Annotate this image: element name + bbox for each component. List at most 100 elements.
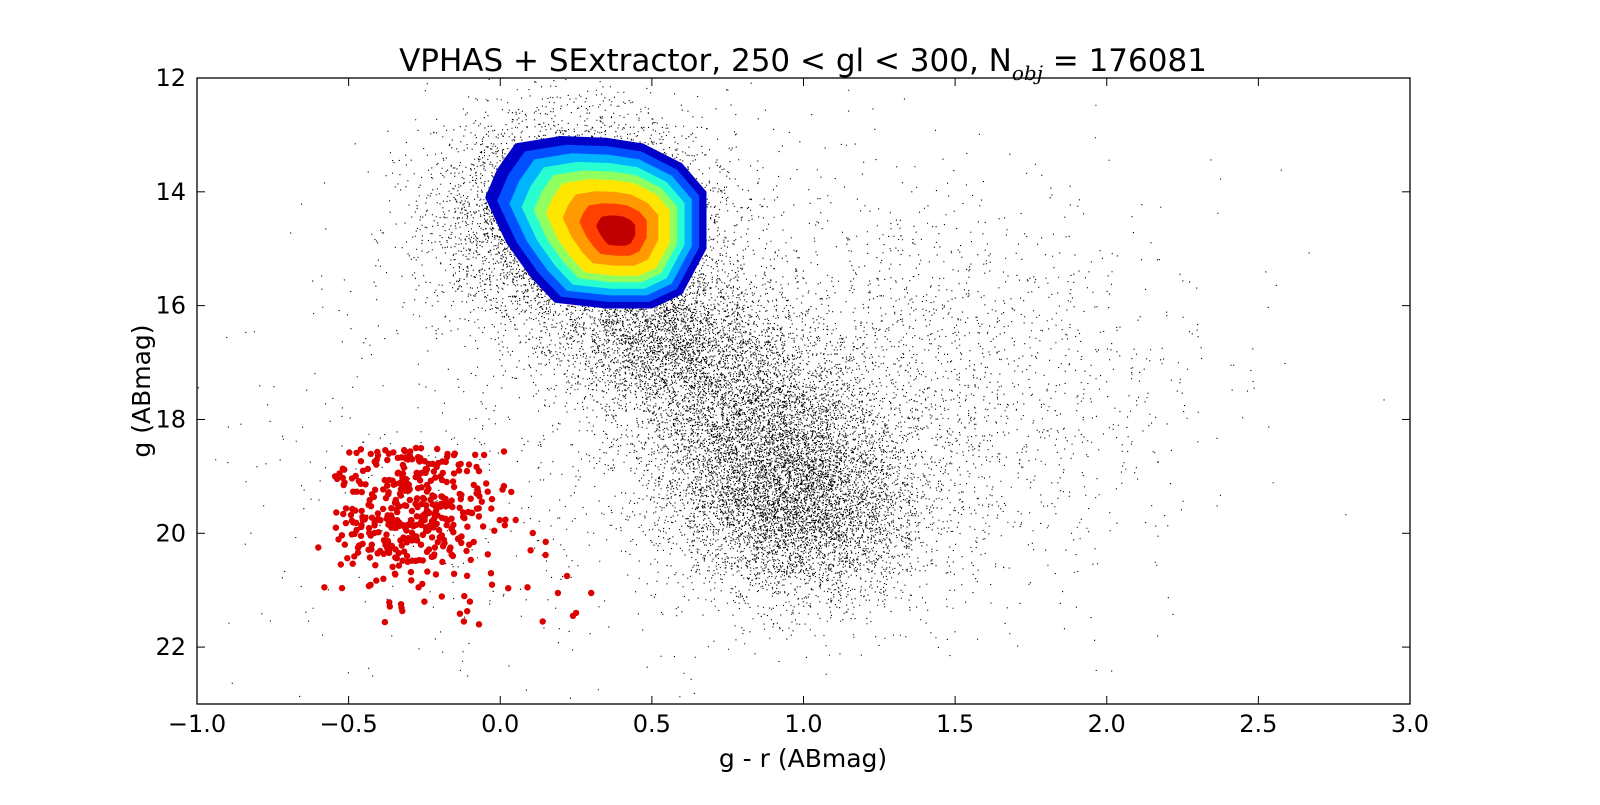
highlight-point <box>347 511 355 519</box>
highlight-point <box>393 506 400 513</box>
highlight-point <box>380 575 387 582</box>
highlight-point <box>362 514 369 521</box>
highlight-point <box>439 558 446 566</box>
highlight-point <box>401 446 408 454</box>
highlight-point <box>354 549 362 556</box>
highlight-point <box>408 456 416 463</box>
highlight-point <box>447 544 454 551</box>
highlight-point <box>480 451 488 459</box>
highlight-point <box>399 607 406 615</box>
y-tick-label: 16 <box>155 292 186 320</box>
highlight-point <box>416 477 424 484</box>
x-tick-label: −0.5 <box>319 710 377 738</box>
highlight-point <box>470 481 477 489</box>
highlight-point <box>400 535 407 542</box>
highlight-point <box>434 445 441 453</box>
highlight-point <box>394 454 402 461</box>
highlight-point <box>483 480 490 487</box>
highlight-point <box>450 483 458 491</box>
highlight-point <box>500 448 508 455</box>
highlight-point <box>484 488 491 495</box>
highlight-point <box>399 557 406 564</box>
chart-title: VPHAS + SExtractor, 250 < gl < 300, Nobj… <box>399 43 1207 85</box>
highlight-point <box>374 510 382 517</box>
highlight-point <box>441 539 448 547</box>
highlight-point <box>500 482 508 490</box>
y-tick-label: 14 <box>155 178 186 206</box>
highlight-point <box>542 551 549 559</box>
highlight-point <box>456 610 464 617</box>
highlight-point <box>386 603 393 610</box>
highlight-point <box>448 497 455 504</box>
highlight-point <box>414 485 422 492</box>
highlight-point <box>366 554 374 561</box>
highlight-point <box>338 584 346 592</box>
highlight-point <box>501 522 508 529</box>
highlight-point <box>455 467 463 474</box>
highlight-point <box>406 496 413 504</box>
density-contours <box>485 136 707 309</box>
highlight-point <box>412 536 419 544</box>
highlight-point <box>455 535 462 542</box>
highlight-point <box>340 510 347 518</box>
highlight-point <box>450 570 458 577</box>
highlight-point <box>502 516 509 523</box>
highlight-point <box>488 505 495 512</box>
highlight-point <box>463 547 470 555</box>
highlight-point <box>364 465 371 473</box>
y-tick-label: 22 <box>155 633 186 661</box>
highlight-point <box>539 618 546 625</box>
highlight-point <box>352 507 359 514</box>
highlight-point <box>333 509 340 516</box>
highlight-point <box>392 554 399 561</box>
highlight-point <box>368 514 376 521</box>
highlight-point <box>563 572 571 580</box>
highlight-point <box>433 507 440 514</box>
highlight-point <box>341 479 348 486</box>
highlight-point <box>399 480 407 487</box>
highlight-point <box>355 542 363 550</box>
highlight-point <box>353 449 360 457</box>
highlight-point <box>372 562 379 569</box>
highlight-point <box>408 577 415 584</box>
highlight-point <box>475 621 483 628</box>
highlight-point <box>358 488 365 496</box>
highlight-point <box>358 521 365 529</box>
highlight-point <box>367 503 375 510</box>
highlight-point <box>380 550 387 558</box>
highlight-point <box>421 458 428 465</box>
highlight-point <box>315 544 322 551</box>
x-tick-label: 0.5 <box>633 710 671 738</box>
highlight-point <box>457 460 464 468</box>
highlight-point <box>423 488 431 495</box>
highlight-point <box>337 561 344 568</box>
highlight-point <box>413 521 420 529</box>
highlight-point <box>464 523 471 530</box>
highlight-point <box>371 486 379 493</box>
x-tick-label: 1.5 <box>936 710 974 738</box>
highlight-point <box>367 450 374 458</box>
highlight-point <box>456 490 463 498</box>
highlight-point <box>348 517 356 524</box>
highlight-point <box>358 507 365 515</box>
highlight-point <box>496 516 503 524</box>
x-tick-label: 2.5 <box>1239 710 1277 738</box>
highlight-point <box>399 461 407 469</box>
contour-level-9 <box>596 215 636 246</box>
highlight-point <box>424 568 431 575</box>
y-axis-label: g (ABmag) <box>127 324 156 457</box>
highlight-point <box>344 555 351 562</box>
highlight-point <box>404 521 412 528</box>
highlight-point <box>402 454 409 461</box>
highlight-point <box>379 505 387 513</box>
highlight-point <box>357 458 365 465</box>
highlight-point <box>342 519 350 527</box>
highlight-point <box>418 500 425 508</box>
highlight-point <box>394 517 401 524</box>
highlight-point <box>473 463 480 471</box>
highlight-point <box>428 534 436 541</box>
highlight-point <box>432 571 440 578</box>
title-subscript: obj <box>1012 61 1043 85</box>
highlight-point <box>368 541 375 548</box>
highlight-point <box>355 478 363 485</box>
